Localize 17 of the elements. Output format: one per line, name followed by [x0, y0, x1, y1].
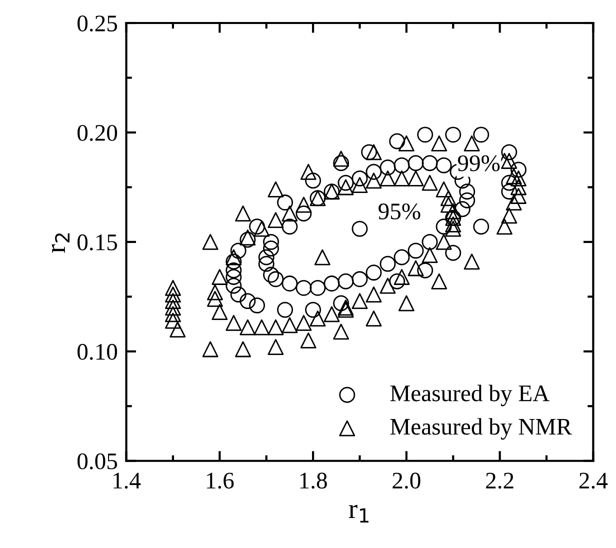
- x-tick-label: 2.4: [579, 472, 608, 489]
- x-tick-label: 2.0: [392, 472, 420, 489]
- y-axis-title: r$_{2}$: [52, 233, 70, 253]
- y-tick-label: 0.25: [78, 16, 118, 32]
- legend-label: Measured by EA: [390, 384, 550, 406]
- annotation: 95%: [378, 203, 420, 220]
- x-tick-label: 1.4: [114, 472, 141, 489]
- y-tick-label: 0.20: [78, 124, 118, 142]
- x-tick-label: 1.8: [300, 472, 327, 489]
- annotation: 99%: [458, 155, 500, 172]
- x-tick-label: 1.6: [206, 472, 234, 489]
- x-tick-label: 2.2: [486, 472, 514, 489]
- legend-label: Measured by NMR: [390, 418, 572, 440]
- y-tick-label: 0.15: [78, 234, 118, 250]
- y-tick-label: 0.10: [78, 344, 118, 360]
- y-tick-label: 0.05: [78, 453, 118, 470]
- x-axis-title: r$_{1}$: [348, 504, 368, 523]
